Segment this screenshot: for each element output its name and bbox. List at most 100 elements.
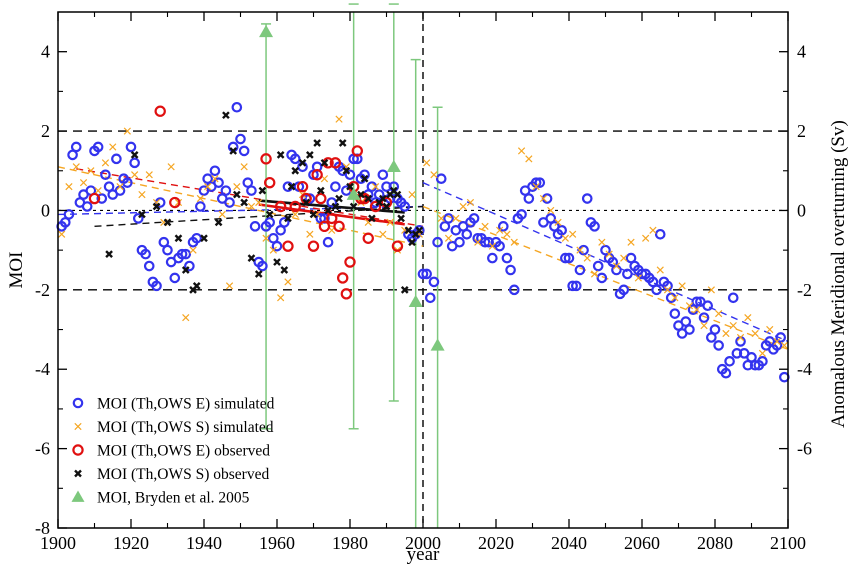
series-2-point [362, 232, 374, 244]
series-1-point [123, 127, 131, 135]
series-1-point [444, 234, 453, 242]
series-4-point [259, 24, 274, 38]
series-1-point [773, 337, 781, 346]
series-0-point [231, 101, 243, 113]
series-1-point [751, 329, 759, 338]
series-0-point [326, 197, 338, 208]
series-3-point [400, 285, 409, 294]
series-0-point [618, 284, 630, 296]
series-3-point [338, 139, 347, 147]
series-1-point [262, 234, 270, 242]
series-0-point [435, 173, 447, 185]
series-0-point [698, 312, 710, 323]
series-0-point [417, 268, 429, 280]
series-1-point [517, 147, 526, 155]
series-0-point [100, 169, 111, 181]
series-0-point [81, 201, 93, 212]
series-0-point [461, 228, 473, 240]
series-0-point [220, 185, 232, 196]
series-0-point [560, 252, 571, 264]
series-3-point [105, 250, 113, 258]
y-tick-label: 2 [41, 121, 50, 141]
series-0-point [468, 213, 480, 224]
series-3-point [276, 151, 285, 159]
series-2-point [333, 220, 345, 233]
series-1-point [58, 230, 66, 238]
series-0-point [432, 236, 443, 248]
series-1-point [780, 341, 788, 350]
series-2-point [274, 200, 287, 213]
series-1-point [678, 282, 686, 290]
series-2-point [369, 200, 382, 213]
series-0-point [238, 145, 250, 157]
series-0-point [125, 141, 137, 153]
series-1-point [583, 254, 591, 262]
series-1-point [685, 302, 694, 310]
series-0-point [344, 169, 356, 181]
legend-marker [74, 422, 82, 431]
series-1-point [700, 321, 708, 330]
series-1-point [138, 190, 146, 199]
series-0-point [424, 292, 436, 304]
series-1-point [656, 266, 664, 274]
series-2-point [318, 220, 331, 233]
series-1-point [291, 210, 299, 219]
series-0-point [713, 340, 724, 351]
series-0-point [151, 280, 162, 292]
series-0-point [191, 232, 202, 244]
series-1-point [131, 171, 139, 179]
series-1-point [386, 218, 394, 226]
legend-marker [72, 444, 84, 456]
series-1-point [269, 246, 277, 254]
series-3-point [240, 198, 248, 207]
series-1-point [65, 183, 73, 191]
series-3-point [306, 151, 314, 159]
series-3-point [397, 214, 405, 223]
series-4-point [408, 294, 423, 308]
series-1-point [459, 202, 467, 211]
series-0-point [501, 252, 513, 264]
series-4-point [386, 159, 401, 173]
series-0-point [702, 300, 713, 312]
series-3-point [324, 206, 332, 215]
y2-tick-label: 4 [797, 42, 806, 62]
series-0-point [735, 336, 746, 347]
series-2-point [307, 240, 320, 252]
x-tick-label: 1960 [259, 533, 295, 553]
legend-marker [72, 397, 84, 409]
y2-axis-title: Anomalous Meridional overturning (Sv) [828, 120, 849, 428]
series-3-point [130, 151, 139, 159]
series-0-point [523, 193, 535, 204]
series-3-point [287, 182, 296, 191]
series-0-point [373, 189, 385, 200]
series-2-point [340, 288, 353, 300]
series-3-point [265, 210, 274, 219]
series-0-point [330, 181, 341, 192]
axis-labels: 1900 1920 1940 1960 1980 2000 2020 2040 2060 2080… [6, 42, 849, 565]
legend: MOI (Th,OWS E) simulated MOI (Th,OWS S) s… [71, 396, 275, 507]
series-1-point [430, 171, 438, 179]
series-3-point [346, 182, 354, 191]
series-2-point [351, 145, 363, 157]
legend-marker [74, 469, 82, 478]
series-1-point [532, 183, 540, 191]
series-1-point [204, 183, 212, 191]
series-1-point [525, 155, 533, 163]
series-2-point [154, 105, 166, 117]
legend-label: MOI (Th,OWS S) simulated [97, 419, 274, 436]
series-0-point [114, 185, 126, 196]
series-1-point [693, 306, 701, 314]
series-0-point [494, 240, 505, 252]
series-1-point [225, 282, 234, 290]
series-3-point [273, 258, 281, 266]
series-2-point [289, 200, 301, 213]
y2-tick-label: -6 [797, 439, 812, 459]
series-1-point [423, 159, 431, 167]
x-tick-label: 2080 [697, 533, 733, 553]
series-1-point [437, 214, 445, 223]
series-1-point [503, 230, 511, 238]
series-1-point [474, 238, 482, 246]
series-0-point [651, 284, 662, 296]
series-1-point [284, 278, 292, 286]
series-0-point [727, 292, 739, 304]
